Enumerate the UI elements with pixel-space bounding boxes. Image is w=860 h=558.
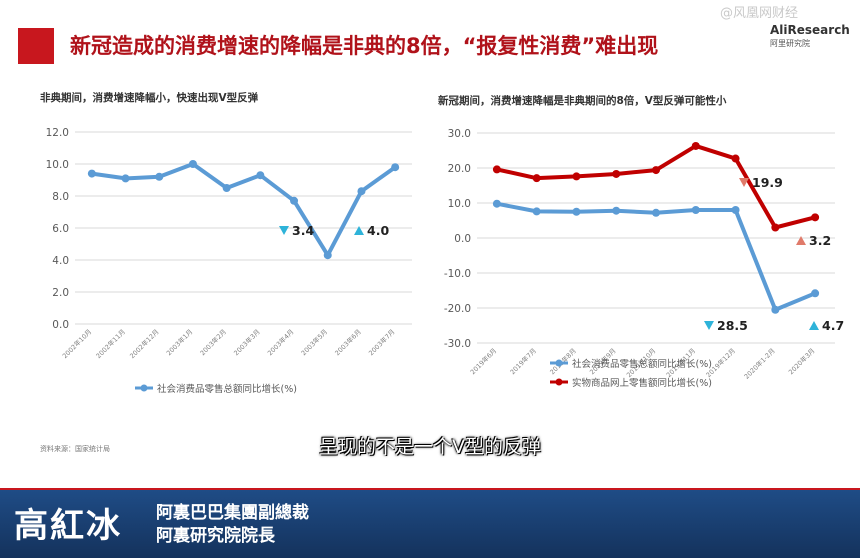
speaker-role-line2: 阿裏研究院院長	[156, 526, 275, 546]
x-tick-label: 2002年11月	[94, 327, 127, 360]
x-tick-label: 2020年1-2月	[742, 346, 777, 381]
data-point	[391, 163, 400, 172]
data-point	[357, 187, 366, 196]
slide: @风凰网财经 新冠造成的消费增速的降幅是非典的8倍，“报复性消费”难出现 Ali…	[18, 6, 850, 453]
data-point	[731, 206, 740, 214]
legend-label: 社会消费品零售总额同比增长(%)	[572, 358, 712, 370]
annotation-label: 4.0	[367, 223, 389, 238]
up-arrow-icon	[796, 236, 806, 245]
data-point	[731, 154, 740, 163]
x-tick-label: 2002年12月	[128, 327, 161, 360]
y-tick-label: 30.0	[448, 128, 471, 140]
data-point	[492, 165, 501, 174]
y-tick-label: 10.0	[46, 159, 69, 171]
legend-marker	[555, 359, 563, 367]
data-point	[323, 251, 332, 260]
data-point	[121, 174, 130, 183]
y-tick-label: 8.0	[52, 191, 69, 203]
up-arrow-icon	[354, 226, 364, 235]
y-tick-label: 12.0	[46, 127, 69, 139]
speaker-name: 高紅冰	[14, 506, 122, 546]
series-line-1	[91, 162, 397, 258]
series-line-1	[496, 201, 816, 312]
down-arrow-icon	[739, 178, 749, 187]
watermark: @风凰网财经	[720, 6, 799, 21]
right-chart-title: 新冠期间，消费增速降幅是非典期间的8倍，V型反弹可能性小	[438, 95, 727, 107]
legend-marker	[555, 378, 563, 386]
logo-text: AliResearch	[770, 23, 850, 37]
x-tick-label: 2003年2月	[198, 327, 228, 357]
banner-divider	[0, 488, 860, 491]
up-arrow-icon	[809, 321, 819, 330]
y-tick-label: 6.0	[52, 223, 69, 235]
x-tick-label: 2003年6月	[333, 327, 363, 357]
data-point	[87, 169, 96, 178]
data-point	[612, 169, 621, 178]
annotation-label: 28.5	[717, 318, 748, 333]
data-point	[652, 166, 660, 175]
y-tick-label: -10.0	[444, 268, 471, 280]
data-point	[532, 174, 541, 183]
data-point	[290, 196, 299, 205]
x-tick-label: 2003年5月	[299, 327, 329, 357]
annotation-label: 3.4	[292, 223, 314, 238]
slide-title: 新冠造成的消费增速的降幅是非典的8倍，“报复性消费”难出现	[70, 34, 659, 58]
y-tick-label: 0.0	[52, 319, 69, 331]
y-tick-label: 20.0	[448, 163, 471, 175]
x-tick-label: 2020年3月	[786, 346, 816, 376]
y-tick-label: -20.0	[444, 303, 471, 315]
speaker-banner: 高紅冰 阿裏巴巴集團副總裁 阿裏研究院院長	[0, 490, 860, 558]
x-tick-label: 2002年10月	[60, 327, 93, 360]
data-point	[155, 172, 164, 181]
x-tick-label: 2019年6月	[468, 346, 498, 376]
legend-marker	[140, 384, 148, 392]
annotation-label: 4.7	[822, 318, 844, 333]
x-tick-label: 2003年3月	[232, 327, 262, 357]
data-point	[572, 172, 581, 181]
x-tick-label: 2003年1月	[164, 327, 194, 357]
data-point	[652, 208, 660, 217]
down-arrow-icon	[279, 226, 289, 235]
y-tick-label: -30.0	[444, 338, 471, 350]
right-line-chart: -30.0 -20.0 -10.0 0.0 10.0 20.0 30.0 2019年6月 201…	[444, 128, 844, 389]
down-arrow-icon	[704, 321, 714, 330]
data-point	[612, 206, 621, 215]
data-point	[691, 141, 700, 150]
data-point	[256, 171, 265, 180]
data-point	[811, 289, 820, 298]
annotation-label: 3.2	[809, 233, 831, 248]
y-tick-label: 0.0	[454, 233, 471, 245]
data-point	[771, 305, 780, 314]
y-tick-label: 10.0	[448, 198, 471, 210]
video-caption: 呈现的不是一个V型的反弹	[319, 436, 541, 458]
left-chart-title: 非典期间，消费增速降幅小，快速出现V型反弹	[40, 92, 259, 104]
data-point	[492, 199, 501, 208]
data-point	[691, 206, 700, 214]
x-tick-label: 2003年7月	[366, 327, 396, 357]
data-point	[222, 184, 231, 192]
speaker-role-line1: 阿裏巴巴集團副總裁	[156, 503, 309, 523]
data-point	[811, 213, 820, 222]
data-point	[532, 207, 541, 216]
data-point	[188, 160, 197, 168]
legend-label: 实物商品网上零售额同比增长(%)	[572, 377, 712, 389]
data-point	[771, 223, 780, 232]
y-tick-label: 4.0	[52, 255, 69, 267]
y-tick-label: 2.0	[52, 287, 69, 299]
x-tick-label: 2003年4月	[265, 327, 295, 357]
legend-label: 社会消费品零售总额同比增长(%)	[157, 383, 297, 395]
x-tick-label: 2019年7月	[508, 346, 538, 376]
logo-subtext: 阿里研究院	[770, 39, 810, 48]
aliresearch-logo: AliResearch 阿里研究院	[770, 24, 850, 50]
data-source: 资料来源：国家统计局	[40, 445, 110, 453]
annotation-label: 19.9	[752, 175, 783, 190]
data-point	[572, 207, 581, 216]
title-accent-block	[18, 28, 54, 64]
